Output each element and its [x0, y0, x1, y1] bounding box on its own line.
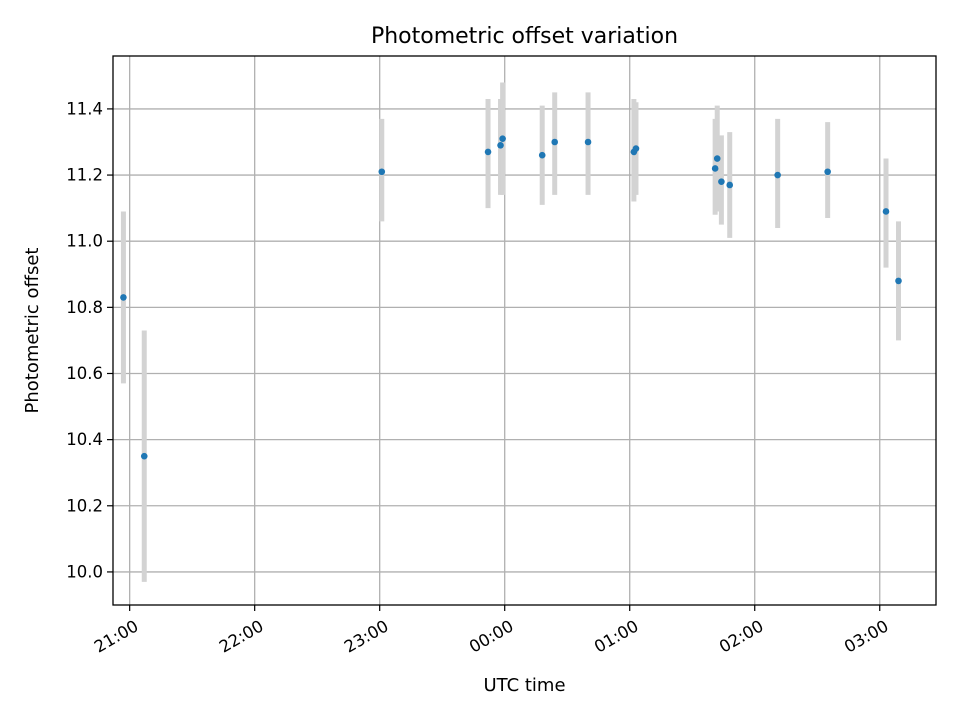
- data-point: [726, 181, 734, 189]
- data-point: [774, 171, 781, 179]
- data-point: [713, 155, 721, 162]
- data-point: [718, 178, 725, 185]
- data-point: [711, 165, 719, 172]
- data-point: [584, 138, 592, 146]
- data-point: [378, 168, 386, 176]
- x-axis-label: UTC time: [483, 675, 565, 696]
- data-point: [140, 452, 148, 460]
- data-point: [882, 208, 890, 215]
- y-tick-label: 10.0: [66, 562, 103, 581]
- chart-title: Photometric offset variation: [371, 24, 678, 49]
- y-axis-label: Photometric offset: [22, 248, 43, 414]
- data-points: [120, 135, 902, 460]
- data-point: [538, 151, 546, 159]
- y-tick-label: 11.2: [66, 166, 103, 185]
- data-point: [499, 135, 506, 142]
- y-tick-label: 10.4: [66, 430, 103, 449]
- data-point: [551, 138, 559, 146]
- y-tick-label: 10.6: [66, 364, 103, 383]
- plot-area-frame: [112, 55, 937, 606]
- y-tick-label: 10.8: [66, 298, 103, 317]
- data-point: [497, 141, 504, 149]
- y-tick-label: 11.0: [66, 232, 103, 251]
- data-point: [895, 277, 902, 285]
- data-point: [484, 148, 492, 156]
- y-tick-label: 10.2: [66, 496, 103, 515]
- y-axis-ticks: 10.0 10.2 10.4 10.6 10.8 11.0 11.2 11.4: [66, 99, 113, 581]
- data-point: [824, 168, 831, 176]
- data-point: [120, 294, 127, 301]
- data-point: [632, 145, 640, 152]
- y-tick-label: 11.4: [66, 99, 103, 118]
